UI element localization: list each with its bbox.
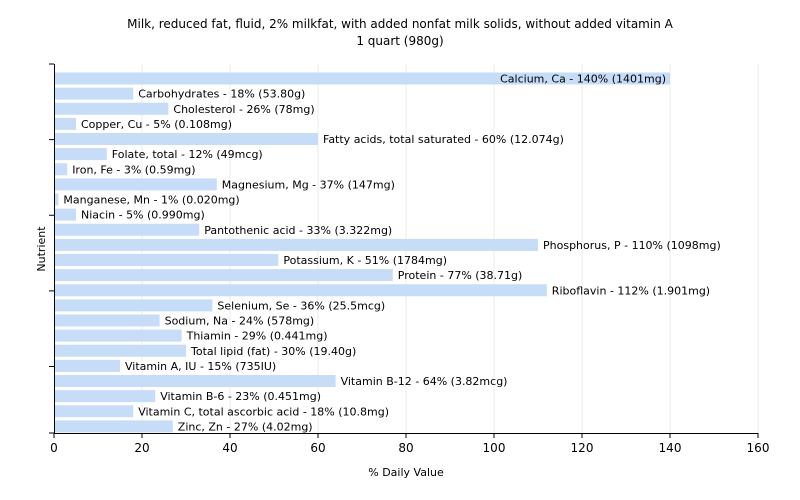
bar-label: Pantothenic acid - 33% (3.322mg) bbox=[204, 224, 392, 237]
bar-label: Potassium, K - 51% (1784mg) bbox=[283, 254, 447, 267]
chart-subtitle: 1 quart (980g) bbox=[356, 34, 443, 48]
bar bbox=[55, 405, 134, 418]
bar-label: Vitamin B-6 - 23% (0.451mg) bbox=[160, 390, 321, 403]
bar-label: Total lipid (fat) - 30% (19.40g) bbox=[190, 345, 356, 358]
bar-label: Sodium, Na - 24% (578mg) bbox=[165, 315, 315, 328]
bar bbox=[55, 87, 134, 100]
bar-label: Magnesium, Mg - 37% (147mg) bbox=[222, 178, 395, 191]
x-tick-label: 120 bbox=[571, 441, 594, 455]
bar-label: Folate, total - 12% (49mcg) bbox=[112, 148, 263, 161]
x-tick-label: 0 bbox=[50, 441, 58, 455]
bar-label: Phosphorus, P - 110% (1098mg) bbox=[543, 239, 721, 252]
bar-label: Niacin - 5% (0.990mg) bbox=[81, 209, 205, 222]
bar-label: Vitamin B-12 - 64% (3.82mcg) bbox=[341, 375, 508, 388]
bar bbox=[55, 269, 393, 282]
bar bbox=[55, 133, 318, 145]
bar-label: Cholesterol - 26% (78mg) bbox=[173, 103, 314, 116]
bar-label: Manganese, Mn - 1% (0.020mg) bbox=[63, 194, 239, 207]
bar-label: Thiamin - 29% (0.441mg) bbox=[186, 330, 328, 343]
bar bbox=[55, 420, 173, 433]
bar bbox=[55, 284, 547, 297]
bar bbox=[55, 208, 76, 221]
bar-label: Copper, Cu - 5% (0.108mg) bbox=[81, 118, 232, 131]
bar-label: Riboflavin - 112% (1.901mg) bbox=[552, 284, 710, 297]
bar bbox=[55, 359, 120, 372]
x-axis-title: % Daily Value bbox=[368, 466, 444, 479]
bar bbox=[55, 254, 279, 266]
chart-title: Milk, reduced fat, fluid, 2% milkfat, wi… bbox=[127, 17, 673, 31]
bar-label: Carbohydrates - 18% (53.80g) bbox=[138, 88, 305, 101]
x-tick-label: 160 bbox=[747, 441, 770, 455]
x-tick-label: 40 bbox=[222, 441, 237, 455]
axes: 0 20 40 60 80 100 120 140 160 bbox=[49, 63, 770, 455]
bar-label: Vitamin A, IU - 15% (735IU) bbox=[125, 360, 276, 373]
bar-label: Calcium, Ca - 140% (1401mg) bbox=[500, 73, 666, 86]
bar-label: Selenium, Se - 36% (25.5mcg) bbox=[217, 299, 385, 312]
x-tick-label: 100 bbox=[483, 441, 506, 455]
bar bbox=[55, 102, 169, 115]
x-tick-label: 60 bbox=[310, 441, 325, 455]
bar bbox=[55, 193, 59, 206]
x-tick-label: 20 bbox=[134, 441, 149, 455]
bar bbox=[55, 223, 200, 236]
x-tick-label: 80 bbox=[398, 441, 413, 455]
bar-label: Zinc, Zn - 27% (4.02mg) bbox=[178, 420, 313, 433]
bar bbox=[55, 390, 156, 403]
bars: Calcium, Ca - 140% (1401mg) Carbohydrates… bbox=[55, 72, 721, 433]
bar bbox=[55, 163, 68, 176]
bar bbox=[55, 314, 160, 327]
bar bbox=[55, 178, 217, 191]
bar-label: Fatty acids, total saturated - 60% (12.0… bbox=[323, 133, 564, 146]
bar bbox=[55, 72, 670, 85]
bar bbox=[55, 238, 538, 251]
bar bbox=[55, 299, 213, 312]
x-tick-label: 140 bbox=[659, 441, 682, 455]
bar bbox=[55, 329, 182, 342]
bar-label: Iron, Fe - 3% (0.59mg) bbox=[72, 163, 195, 176]
bar bbox=[55, 375, 336, 387]
bar bbox=[55, 117, 76, 130]
bar bbox=[55, 148, 107, 161]
bar bbox=[55, 344, 186, 357]
bar-label: Protein - 77% (38.71g) bbox=[398, 269, 523, 282]
y-axis-title: Nutrient bbox=[35, 226, 48, 272]
bar-label: Vitamin C, total ascorbic acid - 18% (10… bbox=[138, 405, 389, 418]
